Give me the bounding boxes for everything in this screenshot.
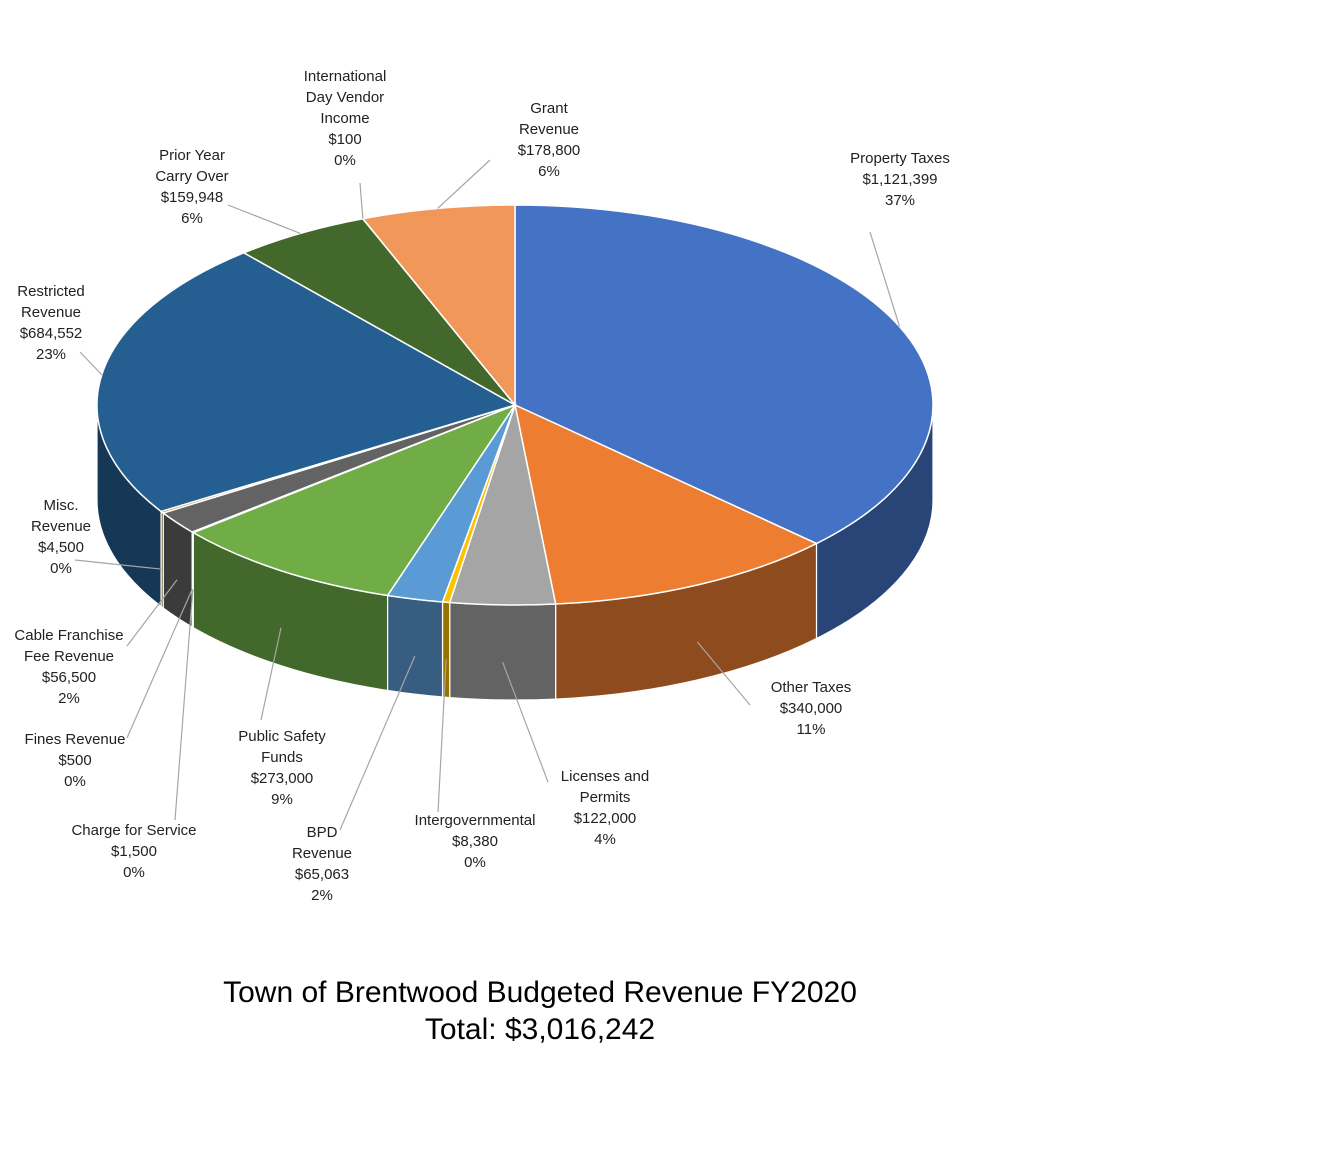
label-percent: 11%: [796, 721, 826, 738]
slice: [514, 204, 934, 545]
leader-line: [227, 204, 301, 234]
leader-line: [260, 627, 282, 721]
leader-line: [74, 559, 163, 570]
leader-line: [126, 579, 178, 647]
label-percent: 4%: [594, 831, 616, 848]
chart-title: Town of Brentwood Budgeted Revenue FY202…: [223, 976, 857, 1009]
label-name: Prior Year Carry Over: [155, 147, 229, 185]
label-value: $159,948: [160, 189, 224, 206]
leader-line: [339, 655, 416, 831]
leader-line: [437, 659, 447, 813]
label-name: Grant Revenue: [518, 100, 580, 138]
label-percent: 9%: [271, 791, 293, 808]
data-label: Public Safety Funds $273,000 9%: [227, 726, 337, 810]
label-name: Intergovernmental: [414, 812, 536, 829]
label-value: $100: [328, 131, 362, 148]
data-label: Prior Year Carry Over $159,948 6%: [147, 145, 237, 229]
label-percent: 0%: [464, 854, 486, 871]
label-name: Charge for Service: [71, 822, 197, 839]
data-label: BPD Revenue $65,063 2%: [282, 822, 362, 906]
label-value: $340,000: [779, 700, 843, 717]
leader-line: [502, 661, 549, 783]
slice: [96, 251, 517, 513]
leader-line: [869, 231, 901, 327]
label-percent: 2%: [58, 690, 80, 707]
label-percent: 23%: [35, 346, 67, 363]
slice-side: [449, 601, 557, 701]
label-value: $178,800: [517, 142, 581, 159]
slice: [513, 403, 819, 605]
slice: [191, 403, 517, 597]
label-value: $65,063: [294, 866, 350, 883]
label-percent: 6%: [181, 210, 203, 227]
label-name: Other Taxes: [770, 679, 852, 696]
data-label: International Day Vendor Income $100 0%: [290, 66, 400, 171]
leader-line: [126, 588, 193, 739]
label-percent: 2%: [311, 887, 333, 904]
data-label: Licenses and Permits $122,000 4%: [550, 766, 660, 850]
leader-line: [174, 589, 194, 821]
label-percent: 0%: [123, 864, 145, 881]
label-value: $1,121,399: [862, 171, 938, 188]
slice: [242, 217, 516, 406]
leader-line: [359, 182, 364, 219]
chart-subtitle: Total: $3,016,242: [424, 1013, 656, 1046]
label-value: $4,500: [38, 539, 84, 556]
label-value: $273,000: [250, 770, 314, 787]
data-label: Property Taxes $1,121,399 37%: [840, 148, 960, 211]
leader-line: [437, 159, 491, 209]
leader-line: [79, 351, 103, 376]
data-label: Restricted Revenue $684,552 23%: [6, 281, 96, 365]
label-name: Property Taxes: [850, 150, 950, 167]
label-value: $56,500: [41, 669, 97, 686]
label-value: $122,000: [573, 810, 637, 827]
data-label: Misc. Revenue $4,500 0%: [26, 495, 96, 579]
label-value: $1,500: [111, 843, 157, 860]
label-value: $8,380: [452, 833, 498, 850]
label-name: International Day Vendor Income: [303, 68, 387, 127]
data-label: Charge for Service $1,500 0%: [59, 820, 209, 883]
data-label: Other Taxes $340,000 11%: [751, 677, 871, 740]
label-percent: 0%: [64, 773, 86, 790]
label-percent: 6%: [538, 163, 560, 180]
label-name: Restricted Revenue: [17, 283, 85, 321]
label-name: Licenses and Permits: [560, 768, 650, 806]
label-name: Public Safety Funds: [238, 728, 326, 766]
slice-side: [386, 594, 444, 698]
slice-side: [441, 601, 451, 699]
data-label: Intergovernmental $8,380 0%: [400, 810, 550, 873]
label-percent: 0%: [334, 152, 356, 169]
label-name: Cable Franchise Fee Revenue: [14, 627, 124, 665]
label-name: BPD Revenue: [291, 824, 353, 862]
data-label: Fines Revenue $500 0%: [15, 729, 135, 792]
label-value: $684,552: [19, 325, 83, 342]
label-name: Fines Revenue: [24, 731, 126, 748]
label-value: $500: [58, 752, 92, 769]
leader-line: [696, 641, 751, 706]
label-percent: 0%: [50, 560, 72, 577]
data-label: Grant Revenue $178,800 6%: [504, 98, 594, 182]
data-label: Cable Franchise Fee Revenue $56,500 2%: [4, 625, 134, 709]
label-name: Misc. Revenue: [30, 497, 92, 535]
label-percent: 37%: [884, 192, 916, 209]
